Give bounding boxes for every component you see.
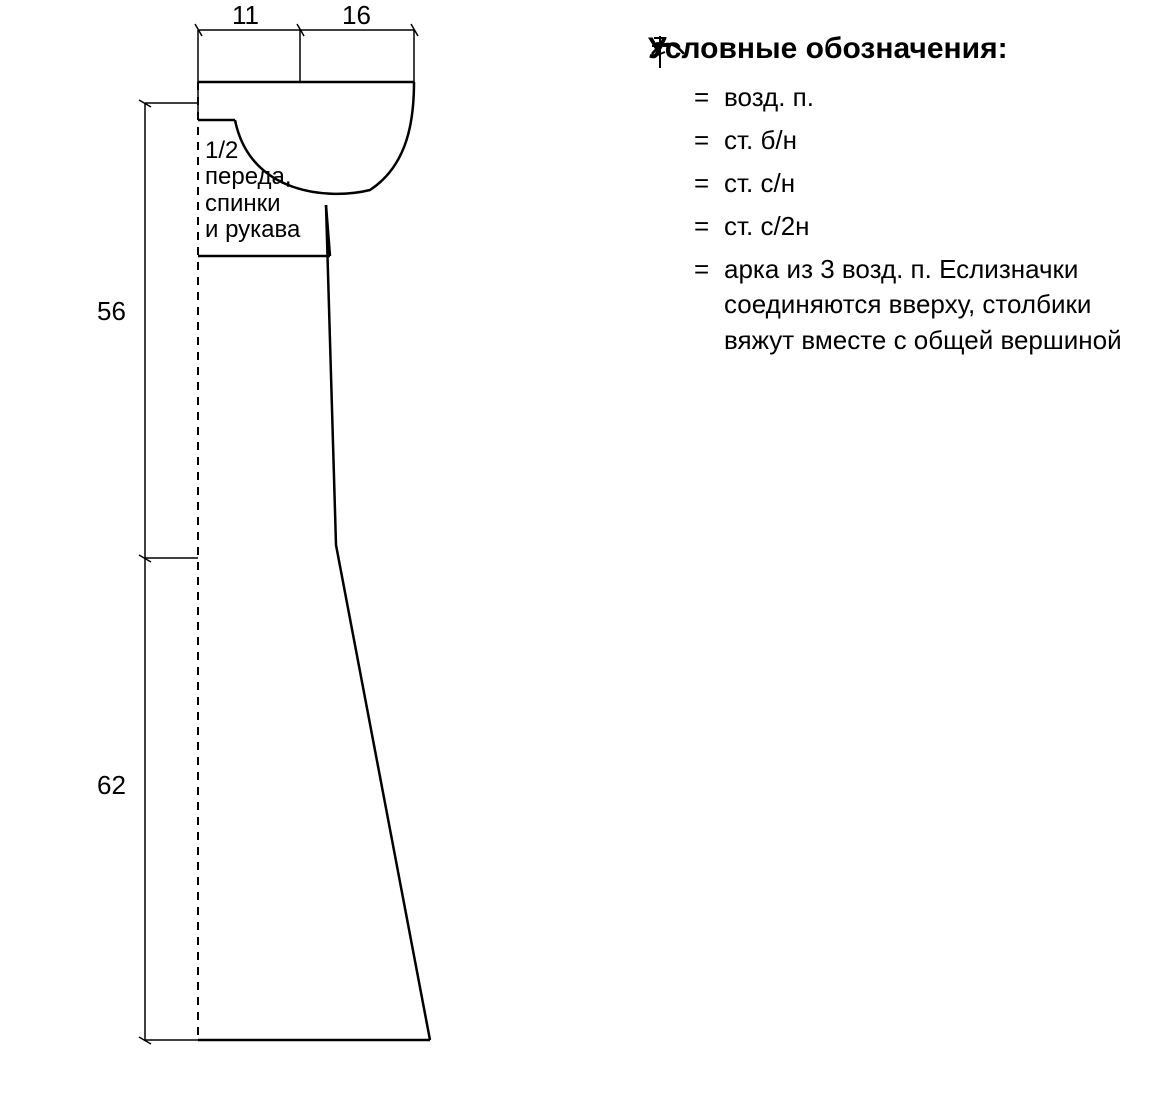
legend-row-tr: = ст. с/2н xyxy=(648,209,1148,244)
legend-text-tr: ст. с/2н xyxy=(724,209,1148,244)
dim-label-16: 16 xyxy=(342,0,371,31)
side-seam xyxy=(326,205,430,1040)
equals-sign: = xyxy=(694,252,724,287)
dim-label-56: 56 xyxy=(97,296,126,327)
legend-text-arc: арка из 3 возд. п. Еслизначки соединяютс… xyxy=(724,252,1148,357)
legend-text-dc: ст. с/н xyxy=(724,166,1148,201)
pattern-label-line2: переда, xyxy=(205,164,300,190)
pattern-diagram-canvas: 11 16 56 62 1/2 переда, спинки и рукава … xyxy=(0,0,1170,1094)
pattern-piece-label: 1/2 переда, спинки и рукава xyxy=(205,138,300,244)
dim-label-11: 11 xyxy=(232,0,259,31)
equals-sign: = xyxy=(694,209,724,244)
pattern-label-line3: спинки xyxy=(205,191,300,217)
equals-sign: = xyxy=(694,123,724,158)
legend-panel: Условные обозначения: = возд. п. = ст. б… xyxy=(648,32,1148,366)
legend-title: Условные обозначения: xyxy=(648,32,1148,66)
legend-row-arc: = арка из 3 возд. п. Еслизначки соединяю… xyxy=(648,252,1148,357)
legend-row-sc: = ст. б/н xyxy=(648,123,1148,158)
pattern-label-line4: и рукава xyxy=(205,217,300,243)
legend-text-chain: возд. п. xyxy=(724,80,1148,115)
legend-row-chain: = возд. п. xyxy=(648,80,1148,115)
legend-text-sc: ст. б/н xyxy=(724,123,1148,158)
pattern-label-line1: 1/2 xyxy=(205,138,300,164)
dim-label-62: 62 xyxy=(97,770,126,801)
legend-row-dc: = ст. с/н xyxy=(648,166,1148,201)
equals-sign: = xyxy=(694,166,724,201)
equals-sign: = xyxy=(694,80,724,115)
